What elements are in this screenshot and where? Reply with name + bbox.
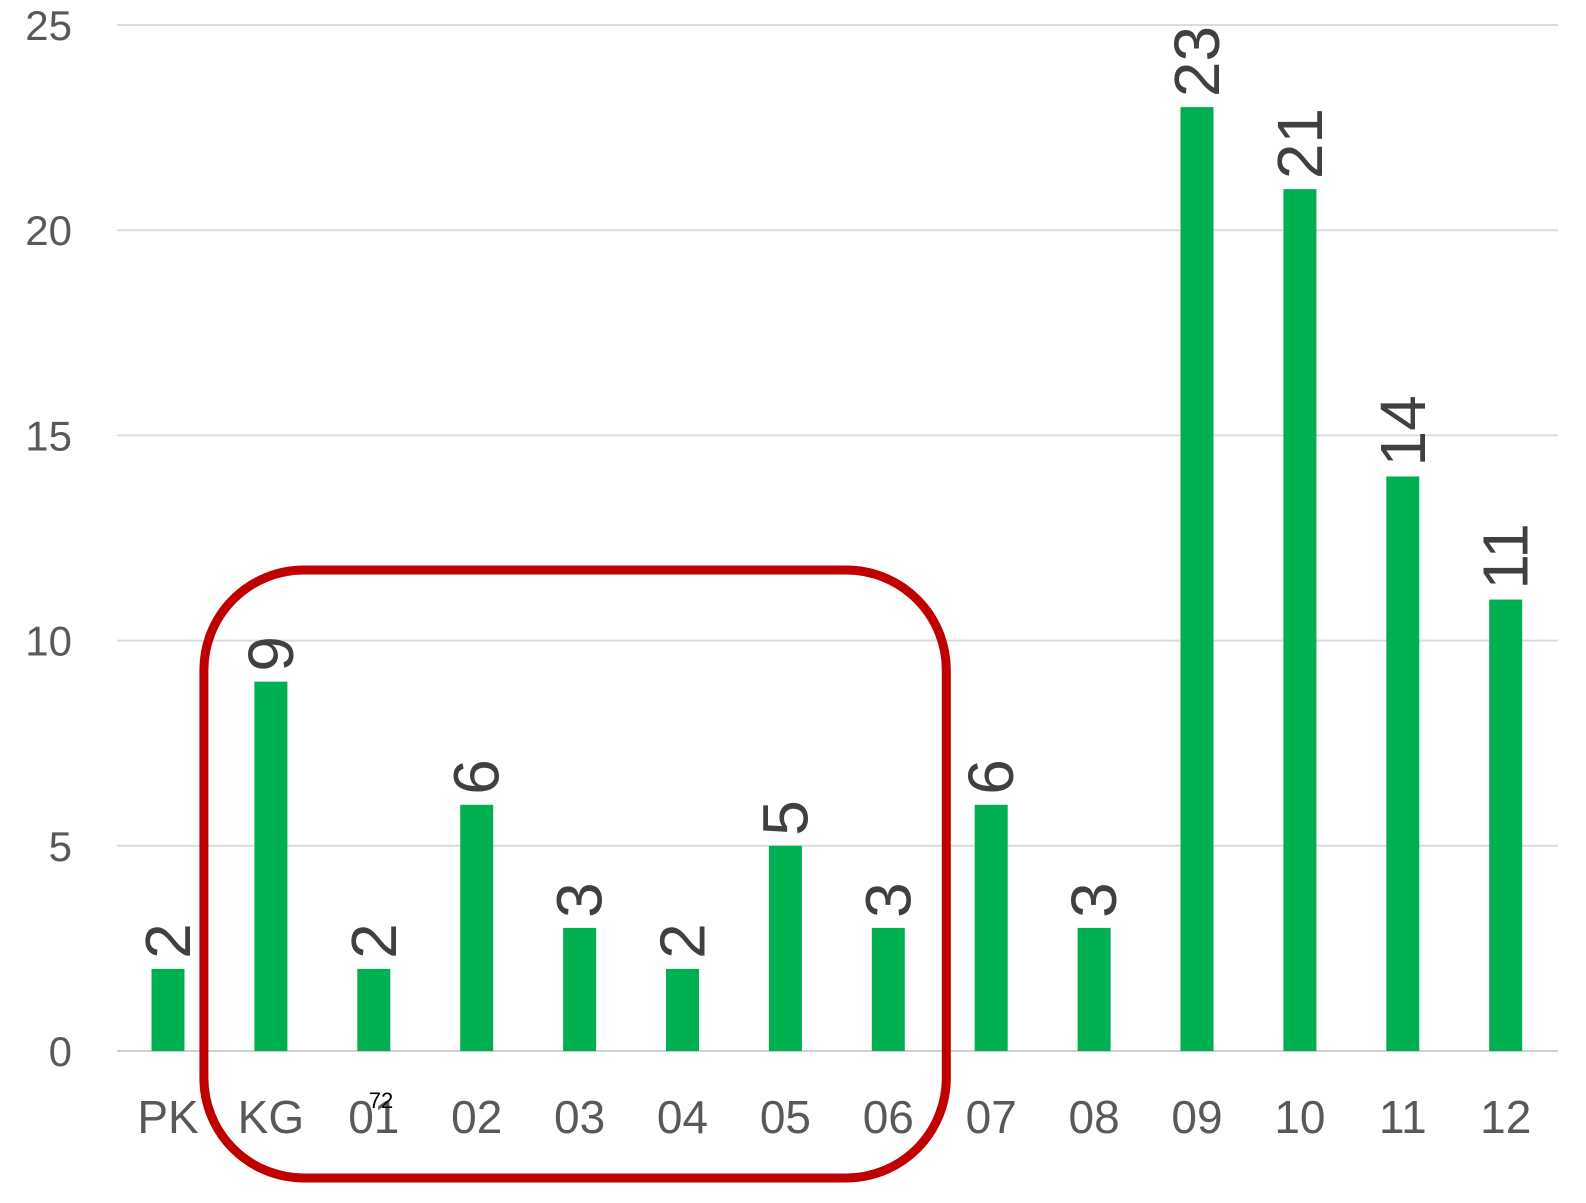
bar-10 [1283, 189, 1317, 1051]
annotation-note: 72 [369, 1088, 393, 1113]
data-label-01: 2 [338, 923, 410, 959]
data-label-PK: 2 [132, 923, 204, 959]
bar-07 [974, 804, 1008, 1051]
bar-03 [563, 927, 597, 1051]
bar-12 [1489, 599, 1523, 1051]
bar-08 [1077, 927, 1111, 1051]
x-category-label: 02 [451, 1091, 502, 1143]
x-category-label: PK [137, 1091, 199, 1143]
gridlines [117, 24, 1558, 1052]
x-category-label: 03 [554, 1091, 605, 1143]
data-label-11: 14 [1367, 395, 1439, 466]
data-label-06: 3 [852, 882, 924, 918]
data-label-08: 3 [1058, 882, 1130, 918]
y-tick-label: 20 [25, 207, 72, 254]
y-tick-label: 10 [25, 618, 72, 665]
bars [151, 107, 1523, 1051]
data-label-03: 3 [544, 882, 616, 918]
x-category-label: 06 [863, 1091, 914, 1143]
x-category-label: 10 [1274, 1091, 1325, 1143]
data-label-KG: 9 [235, 636, 307, 672]
bar-04 [666, 968, 699, 1051]
x-category-label: 11 [1379, 1091, 1427, 1143]
y-tick-label: 5 [49, 823, 72, 870]
x-category-label: 09 [1171, 1091, 1222, 1143]
x-category-label: 12 [1480, 1091, 1531, 1143]
bar-KG [254, 681, 288, 1051]
x-category-label: 04 [657, 1091, 708, 1143]
bar-06 [871, 927, 905, 1051]
bar-11 [1386, 476, 1420, 1051]
data-label-02: 6 [441, 759, 513, 795]
y-axis-ticks: 0 5 10 15 20 25 [25, 2, 72, 1075]
data-label-09: 23 [1161, 26, 1233, 97]
y-tick-label: 0 [49, 1028, 72, 1075]
highlight-group [199, 565, 951, 1183]
x-category-label: 05 [760, 1091, 811, 1143]
bar-09 [1180, 107, 1214, 1051]
x-category-label: 07 [966, 1091, 1017, 1143]
data-label-07: 6 [955, 759, 1027, 795]
bar-02 [460, 804, 494, 1051]
x-category-label: 01 [348, 1091, 399, 1143]
data-label-05: 5 [749, 800, 821, 836]
bar-PK [151, 968, 185, 1051]
data-label-04: 2 [647, 923, 719, 959]
highlight-box [199, 565, 951, 1183]
data-label-10: 21 [1264, 108, 1336, 179]
x-axis-categories: PK KG 01 02 03 04 05 06 07 08 09 10 11 12 [137, 1091, 1531, 1143]
bar-05 [768, 845, 802, 1051]
data-label-12: 11 [1470, 523, 1542, 589]
bar-01 [357, 968, 391, 1051]
y-tick-label: 15 [25, 412, 72, 459]
x-category-label: KG [238, 1091, 304, 1143]
y-tick-label: 25 [25, 2, 72, 49]
x-category-label: 08 [1069, 1091, 1120, 1143]
